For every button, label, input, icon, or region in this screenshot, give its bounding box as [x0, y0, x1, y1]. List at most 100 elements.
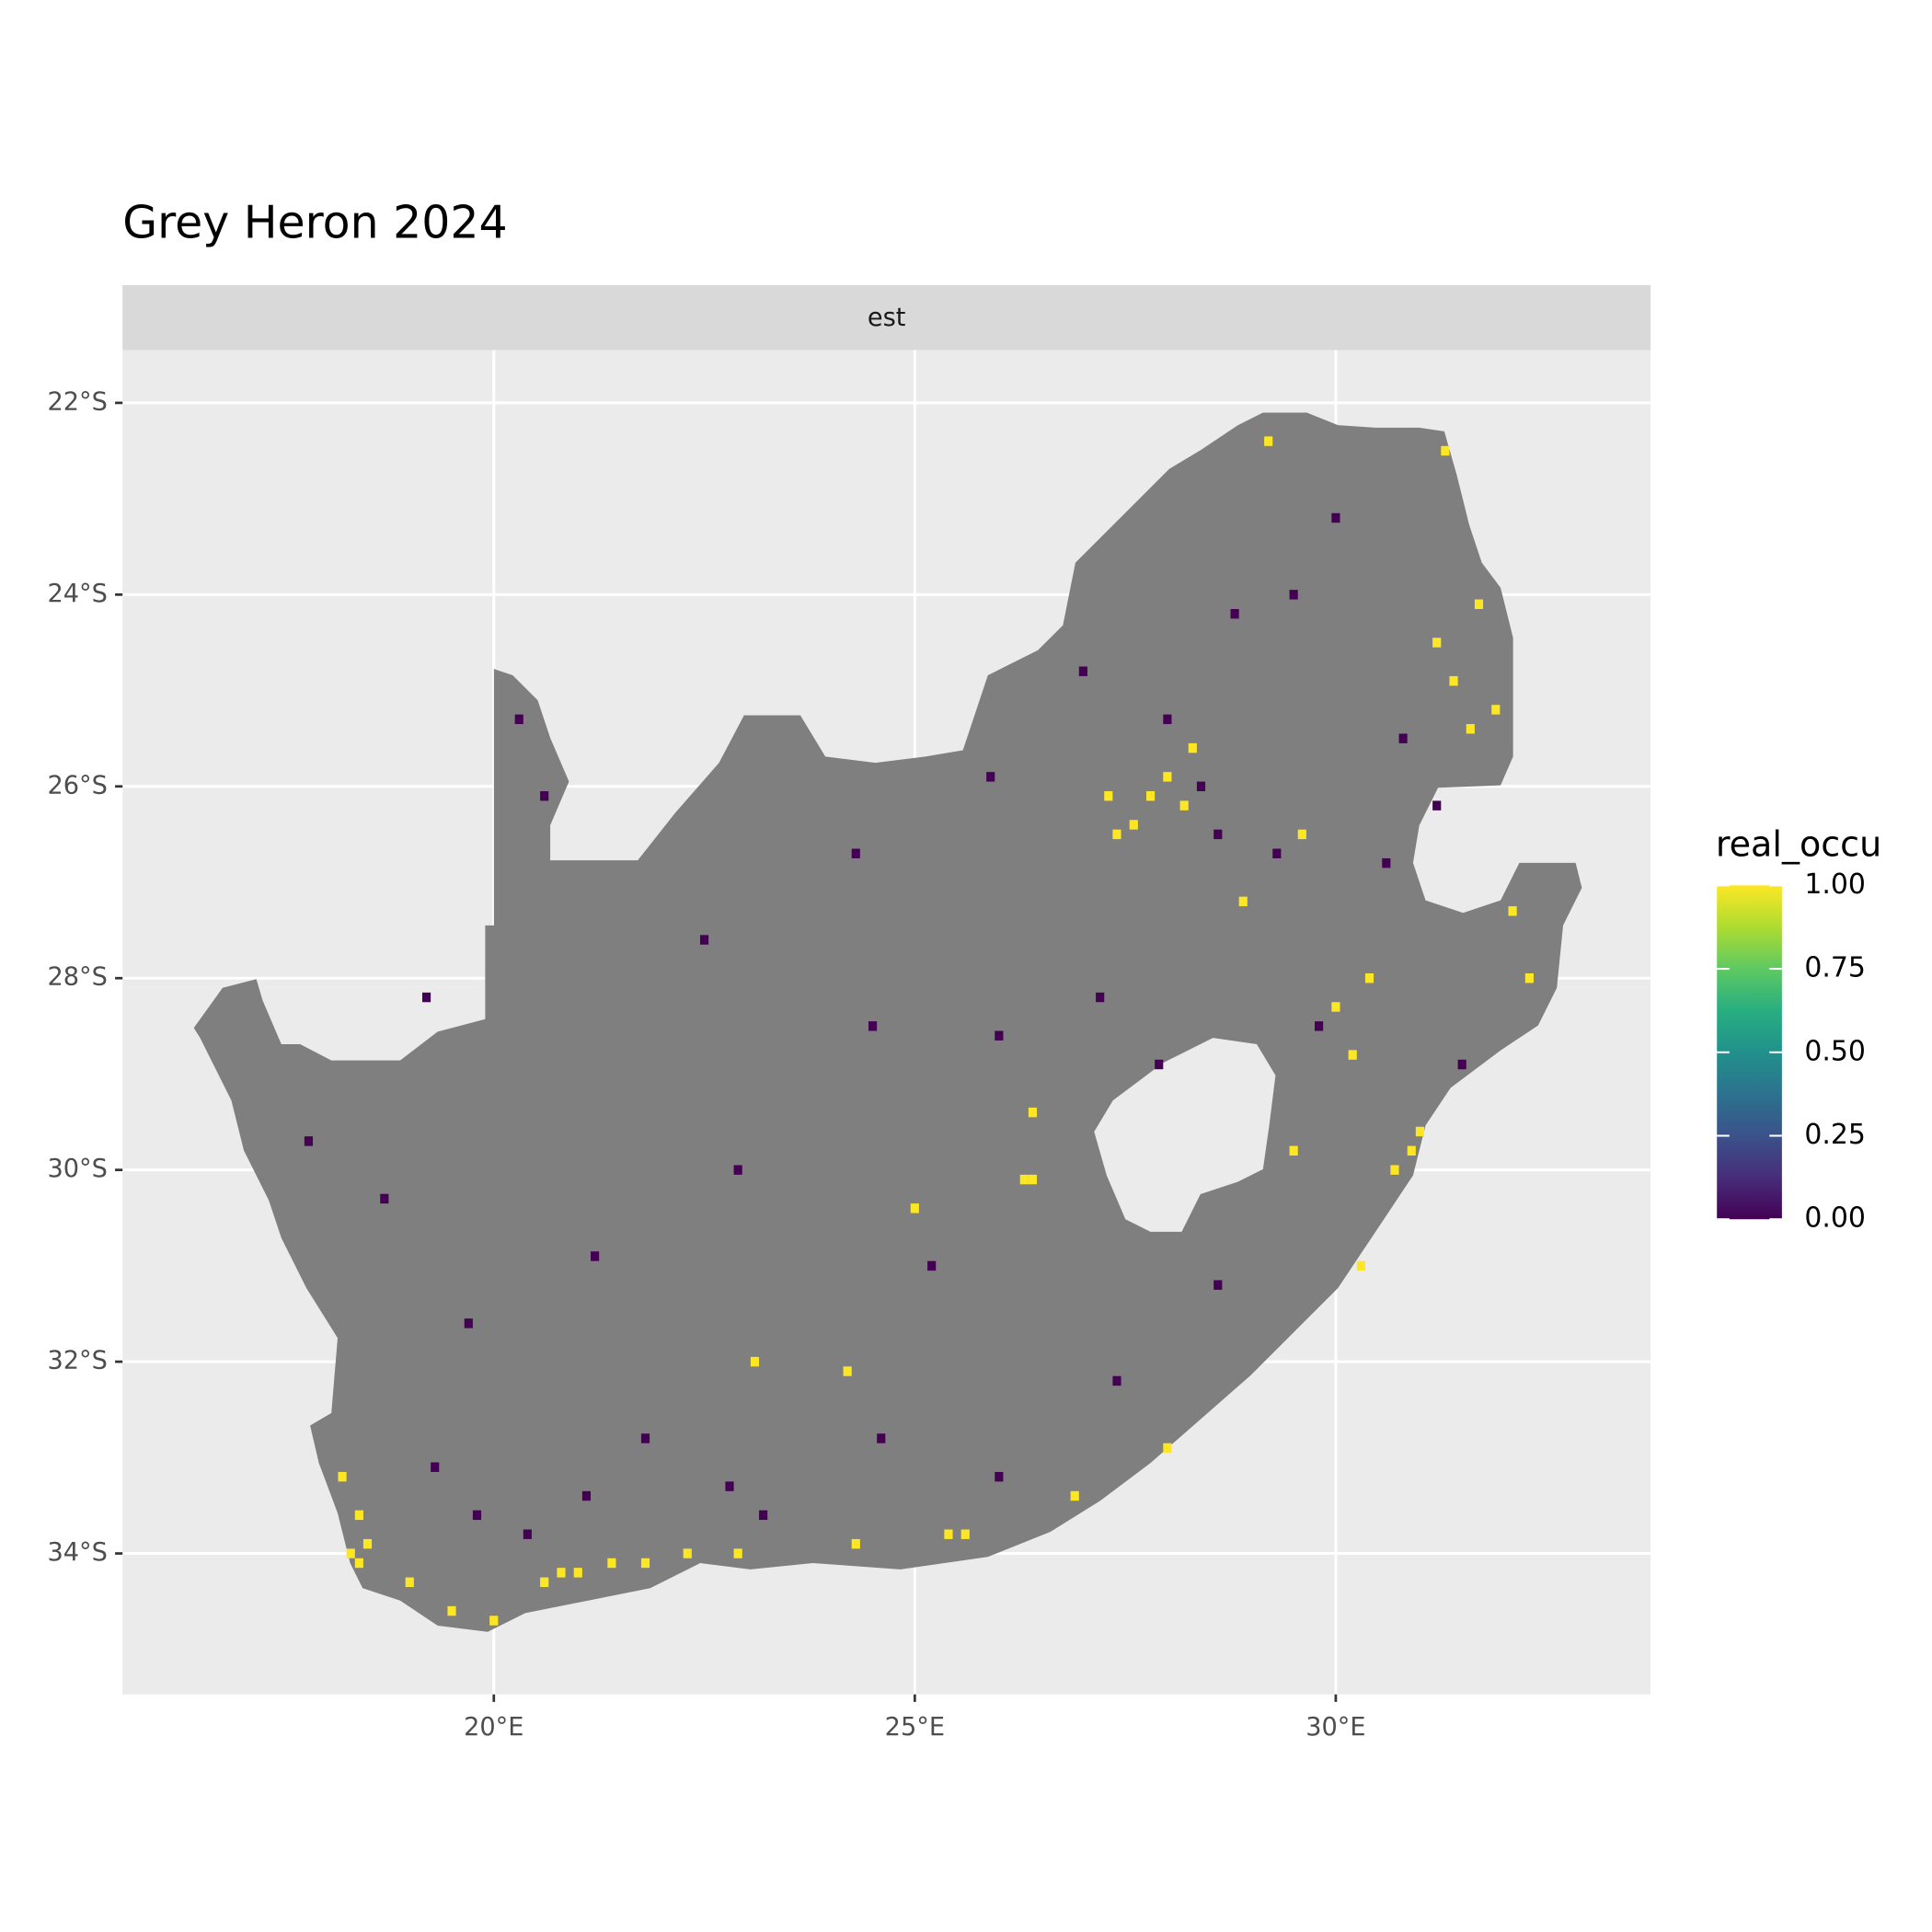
- cell: [464, 1318, 473, 1328]
- cell: [1364, 973, 1374, 983]
- legend-title: real_occu: [1716, 824, 1881, 865]
- land: [193, 412, 1582, 1632]
- cell: [1163, 714, 1172, 725]
- cell: [733, 1165, 742, 1175]
- colorbar-tick-label: 1.00: [1804, 868, 1866, 901]
- cell: [1289, 1145, 1298, 1156]
- cell: [910, 1203, 919, 1213]
- cell: [699, 935, 709, 945]
- cell: [607, 1558, 616, 1569]
- cell: [1078, 666, 1087, 676]
- cell: [1331, 512, 1340, 523]
- cell: [733, 1548, 742, 1558]
- cell: [421, 992, 431, 1003]
- cell: [1230, 608, 1239, 619]
- cell: [868, 1021, 878, 1031]
- colorbar-tick-label: 0.00: [1804, 1202, 1866, 1235]
- cell: [1508, 906, 1517, 916]
- cell: [1129, 820, 1138, 830]
- colorbar-tick-label: 0.25: [1804, 1119, 1866, 1151]
- cell: [1028, 1107, 1038, 1118]
- cell: [683, 1548, 692, 1558]
- cell: [1163, 772, 1172, 782]
- cell: [1524, 973, 1534, 983]
- cell: [1163, 1443, 1172, 1454]
- cell: [514, 714, 523, 725]
- cell: [1457, 1059, 1466, 1070]
- cell: [1196, 781, 1206, 791]
- cell: [354, 1510, 363, 1521]
- cell: [1432, 638, 1442, 648]
- cell: [1390, 1165, 1399, 1175]
- cell: [877, 1433, 886, 1443]
- cell: [346, 1548, 355, 1558]
- cell: [540, 1577, 549, 1588]
- cell: [1491, 705, 1501, 715]
- cell: [447, 1605, 456, 1616]
- y-tick-label: 22°S: [47, 387, 107, 416]
- cell: [1264, 436, 1273, 446]
- cell: [540, 790, 549, 801]
- cell: [1070, 1490, 1079, 1501]
- cell: [1213, 829, 1223, 840]
- cell: [1449, 675, 1458, 686]
- y-tick-label: 28°S: [47, 963, 107, 992]
- cell: [1466, 724, 1475, 734]
- cell: [405, 1577, 414, 1588]
- x-tick-label: 25°E: [885, 1713, 945, 1742]
- cell: [591, 1251, 600, 1261]
- cell: [1289, 590, 1298, 600]
- cell: [304, 1136, 314, 1146]
- cell: [1441, 445, 1450, 456]
- cell: [1356, 1260, 1365, 1271]
- cell: [489, 1616, 499, 1626]
- cell: [573, 1568, 582, 1578]
- legend: 0.00 0.25 0.50 0.75 1.00: [1717, 868, 1866, 1235]
- cell: [1398, 733, 1408, 743]
- x-tick-label: 30°E: [1305, 1713, 1365, 1742]
- lesotho-hole: [1094, 1038, 1276, 1232]
- colorbar-tick-label: 0.75: [1804, 952, 1866, 984]
- cell: [1213, 1280, 1223, 1290]
- cell: [1028, 1174, 1038, 1185]
- cell: [1415, 1126, 1425, 1137]
- cell: [1112, 1375, 1121, 1386]
- cell: [1382, 857, 1391, 868]
- cell: [1474, 599, 1484, 609]
- cell: [354, 1558, 363, 1569]
- cell: [851, 1538, 860, 1549]
- cell: [1096, 992, 1105, 1003]
- cell: [927, 1260, 937, 1271]
- y-tick-label: 30°S: [47, 1155, 107, 1183]
- cell: [1315, 1021, 1324, 1031]
- axes: 20°E 25°E 30°E 22°S 24°S 26°S 28°S 30°S 32°S 34°S: [47, 387, 1365, 1742]
- cell: [1155, 1059, 1164, 1070]
- cell: [338, 1471, 347, 1482]
- cell: [1297, 829, 1306, 840]
- cell: [1179, 800, 1189, 811]
- cell: [843, 1366, 852, 1376]
- cell: [581, 1490, 592, 1501]
- cell: [1238, 896, 1248, 907]
- cell: [1188, 742, 1197, 753]
- cell: [1331, 1002, 1340, 1012]
- cell: [944, 1529, 953, 1539]
- cell: [960, 1529, 970, 1539]
- y-tick-label: 26°S: [47, 771, 107, 799]
- cell: [1432, 800, 1442, 811]
- chart-title: Grey Heron 2024: [122, 196, 507, 248]
- cell: [851, 848, 860, 858]
- cell: [995, 1471, 1004, 1482]
- cell: [362, 1538, 373, 1549]
- facet-label: est: [868, 304, 906, 332]
- cell: [640, 1433, 650, 1443]
- facet-strip: [122, 284, 1651, 351]
- cell: [725, 1481, 734, 1491]
- cell: [640, 1558, 650, 1569]
- cell: [380, 1193, 389, 1204]
- cell: [750, 1356, 760, 1367]
- cell: [1407, 1145, 1416, 1156]
- y-tick-label: 34°S: [47, 1538, 107, 1567]
- cell: [1104, 790, 1113, 801]
